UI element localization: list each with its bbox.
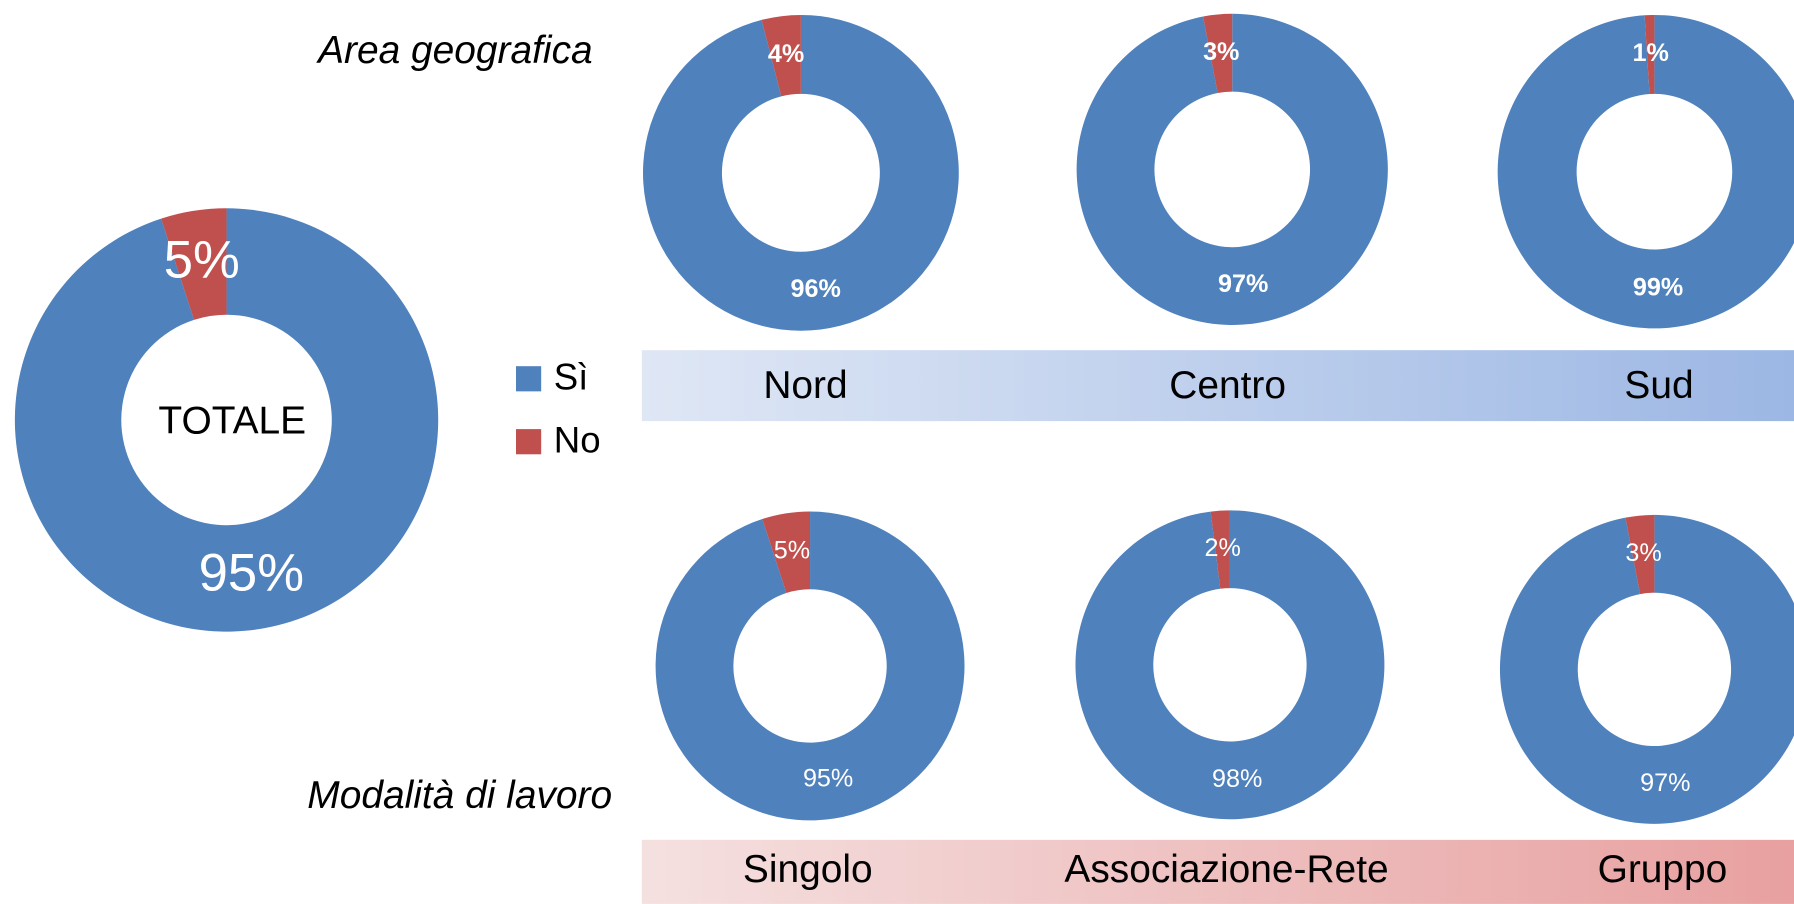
data-label: 95%	[803, 765, 853, 793]
donut-slice	[1076, 13, 1388, 326]
band-label: Gruppo	[1598, 848, 1728, 891]
donut-slice	[161, 208, 227, 320]
section-title: Area geografica	[316, 29, 593, 72]
data-label: 5%	[164, 230, 240, 289]
band-label: Nord	[763, 364, 847, 407]
band-label: Associazione-Rete	[1064, 848, 1388, 891]
data-label: 96%	[791, 275, 841, 303]
data-label: 1%	[1633, 39, 1669, 67]
data-label: 5%	[774, 536, 810, 564]
donut-slice	[1075, 510, 1385, 820]
donut-slice	[1203, 13, 1233, 93]
data-label: 3%	[1203, 38, 1239, 66]
data-label: 2%	[1205, 534, 1241, 562]
legend-swatch	[516, 366, 542, 392]
data-label: 97%	[1640, 769, 1690, 797]
band-bottom	[641, 839, 1794, 904]
section-title: Modalità di lavoro	[307, 774, 612, 817]
band-label: Centro	[1169, 364, 1286, 407]
legend-swatch	[516, 429, 542, 455]
donut-slice	[1497, 14, 1794, 329]
band-label: Sud	[1624, 364, 1693, 407]
band-top	[641, 350, 1794, 422]
donut-slice	[761, 14, 801, 97]
legend-label: No	[554, 420, 601, 461]
donut-slice	[1210, 510, 1230, 589]
donut-slice	[1499, 514, 1794, 824]
data-label: 3%	[1625, 539, 1661, 567]
data-label: 95%	[199, 543, 304, 602]
donut-slice	[1625, 514, 1655, 595]
legend-label: Sì	[554, 357, 589, 398]
data-label: 99%	[1633, 274, 1683, 302]
data-label: 4%	[768, 40, 804, 68]
data-label: 98%	[1212, 765, 1262, 793]
center-label: TOTALE	[158, 400, 306, 443]
donut-slice	[643, 14, 959, 331]
data-label: 97%	[1218, 270, 1268, 298]
donut-slice	[1644, 14, 1655, 95]
donut-slice	[655, 511, 965, 821]
donut-slice	[14, 208, 439, 632]
donut-slice	[762, 511, 811, 594]
band-label: Singolo	[743, 848, 873, 891]
